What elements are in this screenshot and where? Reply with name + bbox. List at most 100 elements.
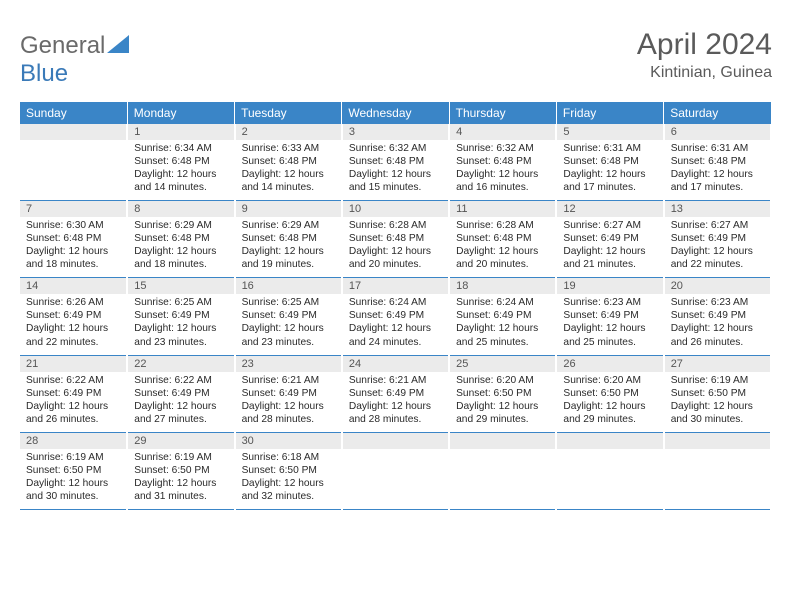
weekday-header-cell: Thursday <box>449 102 556 124</box>
sunrise-label: Sunrise: 6:28 AM <box>349 219 444 232</box>
day-number-cell: 27 <box>664 355 771 372</box>
weekday-header-cell: Friday <box>556 102 663 124</box>
day-text: Sunrise: 6:22 AMSunset: 6:49 PMDaylight:… <box>134 374 229 426</box>
day-content-cell: Sunrise: 6:25 AMSunset: 6:49 PMDaylight:… <box>127 294 234 355</box>
day-text: Sunrise: 6:22 AMSunset: 6:49 PMDaylight:… <box>26 374 122 426</box>
daylight-label: Daylight: 12 hours and 28 minutes. <box>349 400 444 426</box>
day-number-cell: 21 <box>20 355 127 372</box>
day-text: Sunrise: 6:20 AMSunset: 6:50 PMDaylight:… <box>563 374 658 426</box>
day-content-cell: Sunrise: 6:19 AMSunset: 6:50 PMDaylight:… <box>20 449 127 510</box>
sunrise-label: Sunrise: 6:19 AM <box>134 451 229 464</box>
day-number-cell <box>20 124 127 140</box>
day-number-cell: 6 <box>664 124 771 140</box>
day-content-cell: Sunrise: 6:34 AMSunset: 6:48 PMDaylight:… <box>127 140 234 201</box>
day-number-cell <box>664 432 771 449</box>
brand-name-part2: Blue <box>20 60 68 87</box>
page-header: GeneralBlue April 2024 Kintinian, Guinea <box>20 28 772 88</box>
day-number-cell: 11 <box>449 201 556 218</box>
day-text: Sunrise: 6:21 AMSunset: 6:49 PMDaylight:… <box>242 374 337 426</box>
sunrise-label: Sunrise: 6:23 AM <box>563 296 658 309</box>
sunrise-label: Sunrise: 6:25 AM <box>134 296 229 309</box>
sunset-label: Sunset: 6:49 PM <box>671 232 766 245</box>
day-text: Sunrise: 6:34 AMSunset: 6:48 PMDaylight:… <box>134 142 229 194</box>
day-text: Sunrise: 6:30 AMSunset: 6:48 PMDaylight:… <box>26 219 122 271</box>
daylight-label: Daylight: 12 hours and 30 minutes. <box>26 477 122 503</box>
daylight-label: Daylight: 12 hours and 20 minutes. <box>349 245 444 271</box>
day-text: Sunrise: 6:33 AMSunset: 6:48 PMDaylight:… <box>242 142 337 194</box>
sunset-label: Sunset: 6:49 PM <box>26 387 122 400</box>
sunrise-label: Sunrise: 6:29 AM <box>242 219 337 232</box>
daylight-label: Daylight: 12 hours and 20 minutes. <box>456 245 551 271</box>
day-content-cell: Sunrise: 6:29 AMSunset: 6:48 PMDaylight:… <box>235 217 342 278</box>
day-number-cell: 9 <box>235 201 342 218</box>
day-number-cell: 25 <box>449 355 556 372</box>
sunset-label: Sunset: 6:50 PM <box>242 464 337 477</box>
sunset-label: Sunset: 6:49 PM <box>349 387 444 400</box>
brand-name-part1: General <box>20 32 105 59</box>
day-number-cell <box>449 432 556 449</box>
sunrise-label: Sunrise: 6:22 AM <box>134 374 229 387</box>
daylight-label: Daylight: 12 hours and 29 minutes. <box>456 400 551 426</box>
day-content-cell: Sunrise: 6:19 AMSunset: 6:50 PMDaylight:… <box>127 449 234 510</box>
daylight-label: Daylight: 12 hours and 22 minutes. <box>26 322 122 348</box>
day-text: Sunrise: 6:21 AMSunset: 6:49 PMDaylight:… <box>349 374 444 426</box>
daylight-label: Daylight: 12 hours and 30 minutes. <box>671 400 766 426</box>
day-content-cell <box>449 449 556 510</box>
day-number-cell: 3 <box>342 124 449 140</box>
daylight-label: Daylight: 12 hours and 24 minutes. <box>349 322 444 348</box>
day-content-cell: Sunrise: 6:20 AMSunset: 6:50 PMDaylight:… <box>449 372 556 433</box>
sunset-label: Sunset: 6:49 PM <box>671 309 766 322</box>
daylight-label: Daylight: 12 hours and 16 minutes. <box>456 168 551 194</box>
weekday-header: SundayMondayTuesdayWednesdayThursdayFrid… <box>20 102 771 124</box>
sunrise-label: Sunrise: 6:19 AM <box>671 374 766 387</box>
day-number-cell: 8 <box>127 201 234 218</box>
daylight-label: Daylight: 12 hours and 25 minutes. <box>563 322 658 348</box>
day-text: Sunrise: 6:29 AMSunset: 6:48 PMDaylight:… <box>242 219 337 271</box>
sunset-label: Sunset: 6:48 PM <box>26 232 122 245</box>
sunset-label: Sunset: 6:48 PM <box>456 232 551 245</box>
sunset-label: Sunset: 6:49 PM <box>242 309 337 322</box>
daylight-label: Daylight: 12 hours and 18 minutes. <box>134 245 229 271</box>
day-content-cell <box>556 449 663 510</box>
sunrise-label: Sunrise: 6:25 AM <box>242 296 337 309</box>
sunrise-label: Sunrise: 6:20 AM <box>563 374 658 387</box>
day-content-cell: Sunrise: 6:22 AMSunset: 6:49 PMDaylight:… <box>20 372 127 433</box>
day-text: Sunrise: 6:27 AMSunset: 6:49 PMDaylight:… <box>671 219 766 271</box>
daylight-label: Daylight: 12 hours and 15 minutes. <box>349 168 444 194</box>
day-text: Sunrise: 6:24 AMSunset: 6:49 PMDaylight:… <box>349 296 444 348</box>
sunrise-label: Sunrise: 6:18 AM <box>242 451 337 464</box>
sunrise-label: Sunrise: 6:31 AM <box>563 142 658 155</box>
daylight-label: Daylight: 12 hours and 22 minutes. <box>671 245 766 271</box>
day-content-cell: Sunrise: 6:29 AMSunset: 6:48 PMDaylight:… <box>127 217 234 278</box>
day-number-cell: 18 <box>449 278 556 295</box>
day-content-cell: Sunrise: 6:30 AMSunset: 6:48 PMDaylight:… <box>20 217 127 278</box>
day-content-cell: Sunrise: 6:24 AMSunset: 6:49 PMDaylight:… <box>342 294 449 355</box>
sunset-label: Sunset: 6:49 PM <box>26 309 122 322</box>
daylight-label: Daylight: 12 hours and 19 minutes. <box>242 245 337 271</box>
day-number-cell: 17 <box>342 278 449 295</box>
day-number-cell: 16 <box>235 278 342 295</box>
sunset-label: Sunset: 6:50 PM <box>671 387 766 400</box>
calendar-page: GeneralBlue April 2024 Kintinian, Guinea… <box>0 0 792 530</box>
day-text: Sunrise: 6:18 AMSunset: 6:50 PMDaylight:… <box>242 451 337 503</box>
weekday-header-cell: Wednesday <box>342 102 449 124</box>
day-text: Sunrise: 6:20 AMSunset: 6:50 PMDaylight:… <box>456 374 551 426</box>
brand-name: GeneralBlue <box>20 32 129 88</box>
sunset-label: Sunset: 6:48 PM <box>242 232 337 245</box>
day-content-cell: Sunrise: 6:27 AMSunset: 6:49 PMDaylight:… <box>664 217 771 278</box>
sunrise-label: Sunrise: 6:22 AM <box>26 374 122 387</box>
daylight-label: Daylight: 12 hours and 25 minutes. <box>456 322 551 348</box>
day-number-cell <box>556 432 663 449</box>
day-content-cell: Sunrise: 6:25 AMSunset: 6:49 PMDaylight:… <box>235 294 342 355</box>
day-text: Sunrise: 6:26 AMSunset: 6:49 PMDaylight:… <box>26 296 122 348</box>
day-text: Sunrise: 6:31 AMSunset: 6:48 PMDaylight:… <box>563 142 658 194</box>
daylight-label: Daylight: 12 hours and 28 minutes. <box>242 400 337 426</box>
sunset-label: Sunset: 6:48 PM <box>349 232 444 245</box>
sunset-label: Sunset: 6:48 PM <box>134 232 229 245</box>
day-content-cell: Sunrise: 6:28 AMSunset: 6:48 PMDaylight:… <box>342 217 449 278</box>
sunrise-label: Sunrise: 6:28 AM <box>456 219 551 232</box>
daylight-label: Daylight: 12 hours and 23 minutes. <box>134 322 229 348</box>
day-number-cell: 19 <box>556 278 663 295</box>
daylight-label: Daylight: 12 hours and 32 minutes. <box>242 477 337 503</box>
day-number-cell: 1 <box>127 124 234 140</box>
